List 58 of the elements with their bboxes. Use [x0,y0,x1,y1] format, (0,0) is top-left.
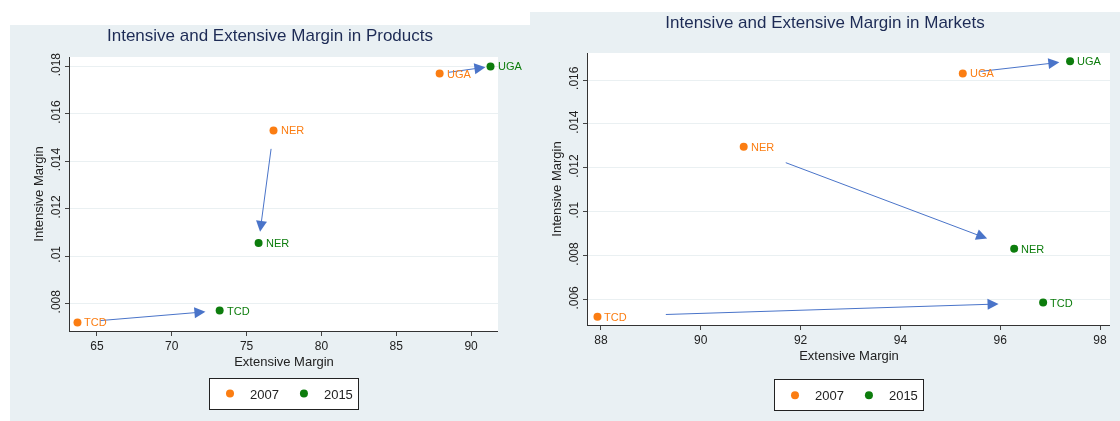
annotation: TCD [227,305,250,317]
annotation: UGA [970,67,995,79]
legend-label: 2007 [815,388,844,404]
x-axis-title: Extensive Margin [799,348,899,363]
point [1010,244,1019,253]
point [254,239,263,248]
y-tick-label: .012 [49,194,64,219]
x-tick-label: 88 [594,333,608,348]
annotation: UGA [1077,55,1102,67]
point [1066,57,1075,66]
point [486,62,495,71]
annotation: NER [1021,243,1045,255]
annotation: NER [281,124,305,136]
x-tick-label: 65 [90,339,104,354]
y-tick-label: .014 [49,147,64,172]
x-tick-label: 98 [1093,333,1108,348]
chart-title: Intensive and Extensive Margin in Products [106,25,434,45]
y-axis-title: Intensive Margin [31,146,47,242]
x-tick-label: 92 [793,333,808,348]
y-tick-label: .01 [567,201,582,219]
annotation: TCD [1050,297,1073,309]
x-tick-label: 85 [389,339,404,354]
y-tick-label: .018 [49,52,64,77]
x-tick-label: 75 [239,339,254,354]
point [958,69,967,78]
point [73,318,82,327]
annotation: NER [751,141,775,153]
y-tick-label: .016 [567,66,582,90]
y-tick-label: .014 [567,110,582,134]
point [1039,298,1048,307]
legend-label: 2015 [888,388,918,404]
y-tick-label: .008 [567,241,582,266]
annotation: TCD [604,311,627,323]
annotation: NER [266,237,290,249]
annotation: TCD [84,316,107,328]
point [215,306,224,315]
x-tick-label: 70 [165,339,179,354]
x-tick-label: 96 [993,333,1008,348]
y-tick-label: .016 [49,100,64,124]
point [269,126,278,135]
x-tick-label: 80 [314,339,329,354]
x-tick-label: 90 [464,339,479,354]
x-tick-label: 94 [893,333,908,348]
legend-label: 2007 [250,386,279,402]
y-tick-label: .006 [567,285,582,310]
point [593,312,602,321]
x-tick-label: 90 [694,333,708,348]
y-tick-label: .01 [49,245,64,263]
annotation: UGA [498,60,523,72]
y-tick-label: .008 [49,289,64,314]
x-axis-title: Extensive Margin [234,354,334,369]
y-axis-title: Intensive Margin [549,141,565,237]
point [435,69,444,78]
legend-label: 2015 [323,386,353,402]
annotation: UGA [447,68,472,80]
y-tick-label: .012 [567,154,582,178]
chart-title: Intensive and Extensive Margin in Markets [665,12,985,32]
point [739,142,748,151]
